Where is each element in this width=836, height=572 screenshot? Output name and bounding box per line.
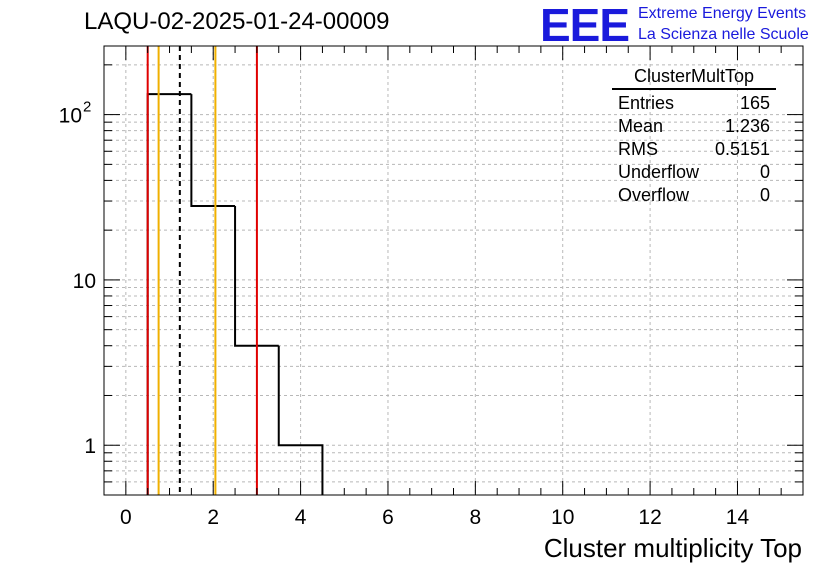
x-tick-label: 4 — [295, 506, 307, 529]
stats-value: 165 — [739, 93, 770, 113]
stats-label: Entries — [618, 93, 675, 113]
histogram-bins — [146, 93, 324, 495]
histogram-bin — [277, 345, 324, 495]
y-tick-label: 10 — [59, 105, 82, 128]
stats-label: Underflow — [618, 162, 700, 182]
stats-row: Entries 165 — [612, 92, 776, 115]
y-tick-label-exponent: 2 — [83, 99, 91, 116]
stats-row: Mean 1.236 — [612, 115, 776, 138]
stats-value: 1.236 — [724, 116, 770, 136]
stats-label: RMS — [618, 139, 658, 159]
x-tick-label: 14 — [726, 506, 750, 529]
grid-lines — [104, 46, 803, 496]
x-tick-label: 0 — [120, 506, 132, 529]
y-tick-label: 1 — [84, 435, 96, 458]
stats-value: 0 — [759, 162, 770, 182]
histogram-bin — [234, 205, 279, 347]
axes — [103, 45, 804, 496]
histogram-bin — [146, 93, 192, 495]
logo-line-1: Extreme Energy Events — [638, 5, 807, 22]
logo-line-2: La Scienza nelle Scuole — [638, 26, 809, 43]
y-tick-label: 10 — [73, 270, 96, 293]
stats-label: Overflow — [618, 185, 690, 205]
x-tick-label: 8 — [470, 506, 482, 529]
stats-row: Underflow 0 — [612, 161, 776, 184]
x-tick-label: 6 — [382, 506, 394, 529]
stats-label: Mean — [618, 116, 664, 136]
stats-box: ClusterMultTop Entries 165 Mean 1.236 RMS 0… — [612, 66, 776, 207]
stats-value: 0 — [759, 185, 770, 205]
eee-logo: EEE — [540, 0, 630, 51]
histogram-bin — [190, 94, 236, 207]
stats-title: ClusterMultTop — [612, 66, 776, 90]
stats-value: 0.5151 — [714, 139, 770, 159]
stats-row: RMS 0.5151 — [612, 138, 776, 161]
plot-title: LAQU-02-2025-01-24-00009 — [84, 8, 390, 35]
x-tick-label: 12 — [638, 506, 661, 529]
marker-lines — [146, 46, 258, 495]
x-axis-label: Cluster multiplicity Top — [543, 533, 802, 563]
eee-logo-text: Extreme Energy Events La Scienza nelle S… — [638, 3, 809, 45]
x-tick-label: 2 — [207, 506, 219, 529]
x-tick-label: 10 — [551, 506, 574, 529]
stats-row: Overflow 0 — [612, 184, 776, 207]
